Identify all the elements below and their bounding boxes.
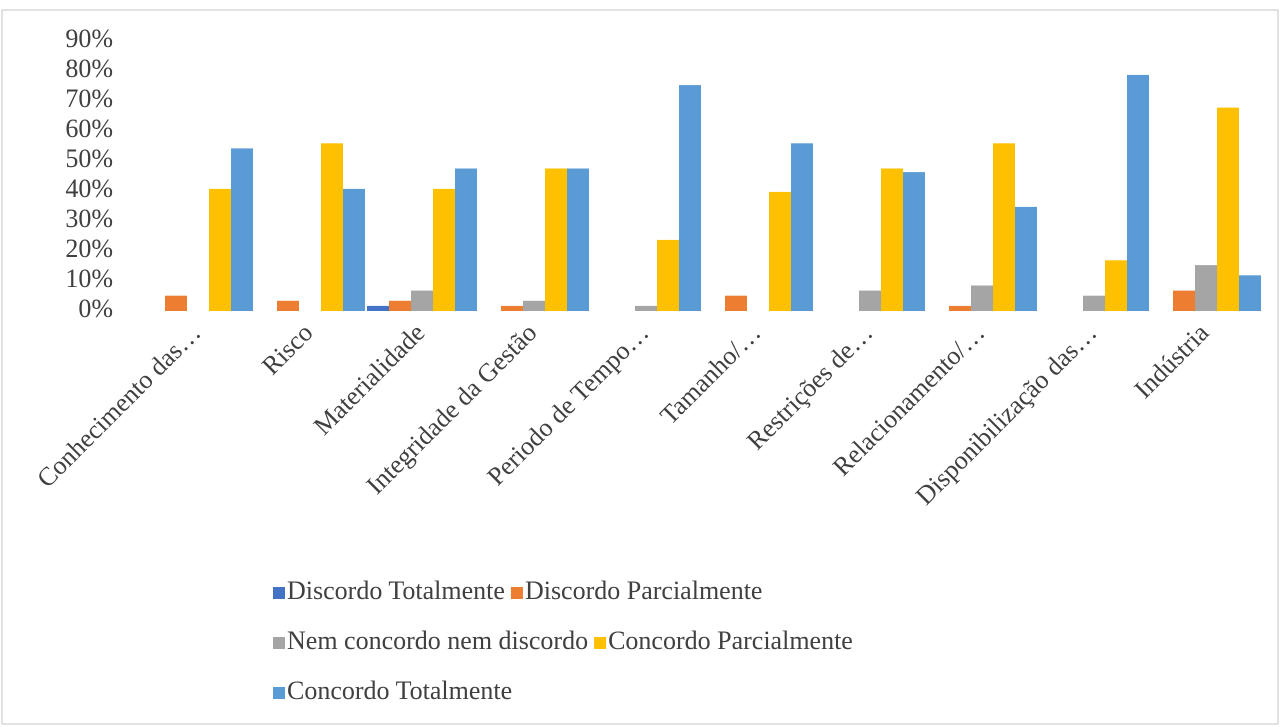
- legend-swatch: [273, 637, 285, 649]
- bar: [277, 300, 299, 311]
- legend-swatch: [273, 587, 285, 599]
- bar: [545, 168, 567, 311]
- chart-border: [1, 9, 1279, 725]
- bar: [859, 290, 881, 311]
- y-tick-label: 0%: [78, 294, 113, 323]
- bar: [657, 239, 679, 311]
- y-tick-label: 30%: [65, 204, 113, 233]
- y-tick-label: 70%: [65, 84, 113, 113]
- bar: [433, 188, 455, 311]
- y-tick-label: 80%: [65, 54, 113, 83]
- y-tick-label: 20%: [65, 234, 113, 263]
- bar: [903, 172, 925, 311]
- legend-swatch: [273, 687, 285, 699]
- y-tick-label: 40%: [65, 174, 113, 203]
- bar: [1015, 206, 1037, 311]
- y-tick-label: 50%: [65, 144, 113, 173]
- bar: [165, 295, 187, 311]
- bar: [389, 300, 411, 311]
- bar: [367, 305, 389, 311]
- y-tick-label: 90%: [65, 24, 113, 53]
- bar: [993, 143, 1015, 311]
- legend-label: Nem concordo nem discordo: [287, 626, 588, 655]
- bar: [567, 168, 589, 311]
- bar: [1195, 265, 1217, 311]
- bar: [321, 143, 343, 311]
- bar: [411, 290, 433, 311]
- bar: [1127, 74, 1149, 312]
- bar: [769, 191, 791, 311]
- bar: [791, 143, 813, 311]
- y-tick-label: 60%: [65, 114, 113, 143]
- legend-label: Discordo Totalmente: [287, 576, 505, 605]
- bar: [1083, 295, 1105, 311]
- bar: [343, 188, 365, 311]
- legend-label: Concordo Totalmente: [287, 676, 512, 705]
- bar: [231, 148, 253, 311]
- bar: [635, 305, 657, 311]
- bar: [209, 188, 231, 311]
- bar: [1239, 275, 1261, 311]
- bar: [679, 85, 701, 311]
- bar: [949, 305, 971, 311]
- y-tick-label: 10%: [65, 264, 113, 293]
- bar: [725, 295, 747, 311]
- bar: [1173, 290, 1195, 311]
- bar: [881, 168, 903, 311]
- bar: [1217, 107, 1239, 311]
- bar: [523, 300, 545, 311]
- legend-label: Concordo Parcialmente: [608, 626, 853, 655]
- legend-swatch: [510, 587, 523, 599]
- bar: [1105, 260, 1127, 311]
- bar: [971, 285, 993, 311]
- legend-label: Discordo Parcialmente: [525, 576, 763, 605]
- bar: [455, 168, 477, 311]
- bar: [501, 305, 523, 311]
- legend-swatch: [594, 637, 607, 649]
